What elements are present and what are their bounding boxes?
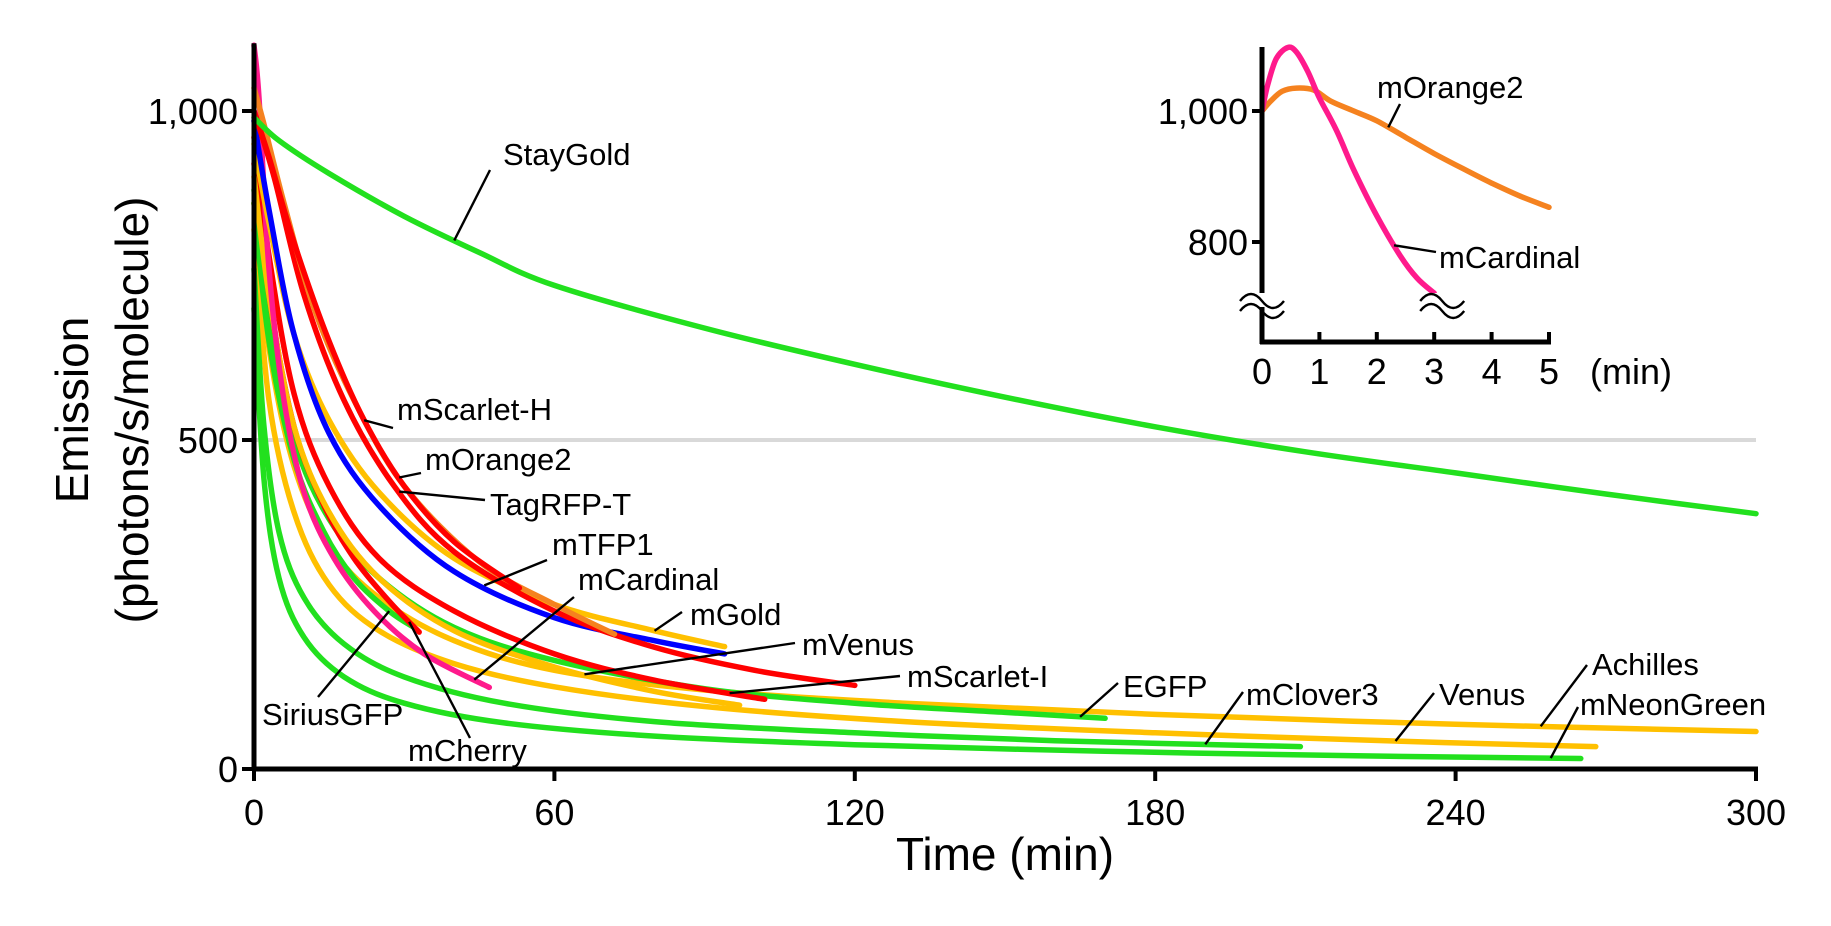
curve-staygold — [251, 114, 1759, 517]
inset-x-tick-label: 1 — [1309, 351, 1329, 392]
x-tick-label: 300 — [1726, 792, 1786, 833]
inset-x-unit-label: (min) — [1590, 351, 1672, 392]
x-tick-label: 120 — [825, 792, 885, 833]
inset-leader-mcardinal — [1393, 244, 1437, 254]
series-label-staygold: StayGold — [503, 137, 631, 172]
curve-mscarlet-h — [251, 108, 523, 591]
inset-chart: 0 1 2 3 4 5 800 1,000 mOrange2 mCardinal (min) — [1158, 44, 1672, 392]
y-tick-label: 1,000 — [148, 91, 238, 132]
leader-line-staygold — [453, 169, 492, 241]
series-label-siriusgfp: SiriusGFP — [262, 697, 403, 732]
inset-x-tick-label: 4 — [1482, 351, 1502, 392]
inset-curve-mcardinal — [1259, 44, 1437, 296]
y-axis-title-line2: (photons/s/molecule) — [106, 197, 158, 624]
series-label-mcherry: mCherry — [408, 733, 527, 768]
leader-line-mcardinal — [473, 596, 575, 681]
y-axis-title: Emission (photons/s/molecule) — [46, 197, 158, 624]
x-tick-label: 60 — [534, 792, 574, 833]
leader-line-mtfp1 — [483, 558, 548, 587]
x-axis-title: Time (min) — [896, 828, 1114, 880]
inset-x-tick-label: 2 — [1367, 351, 1387, 392]
leader-line-mclover3 — [1204, 691, 1244, 746]
leader-line-mgold — [653, 611, 683, 632]
y-tick-label: 500 — [178, 420, 238, 461]
series-label-mtfp1: mTFP1 — [552, 527, 654, 562]
leader-line-morange2 — [398, 471, 422, 479]
inset-y-tick-label: 800 — [1188, 222, 1248, 263]
series-label-mclover3: mClover3 — [1246, 677, 1379, 712]
inset-leader-morange2 — [1387, 103, 1402, 128]
x-tick-label: 240 — [1426, 792, 1486, 833]
series-label-mcardinal: mCardinal — [578, 562, 719, 597]
inset-y-tick-label: 1,000 — [1158, 91, 1248, 132]
curve-mscarlet-i — [251, 134, 768, 703]
leader-line-mscarlet-i — [729, 674, 901, 695]
inset-y-axis-break-icon — [1239, 292, 1285, 320]
series-label-achilles: Achilles — [1592, 647, 1699, 682]
inset-x-tick-label: 0 — [1252, 351, 1272, 392]
inset-curve-break-icon — [1419, 292, 1466, 320]
series-label-venus: Venus — [1439, 677, 1525, 712]
y-tick-label: 0 — [218, 749, 238, 790]
leader-line-tagrfp-t — [399, 490, 486, 502]
curve-mcardinal — [251, 42, 493, 691]
inset-curves — [1259, 44, 1552, 296]
series-label-mscarlet-h: mScarlet-H — [397, 392, 552, 427]
inset-curve-morange2 — [1259, 85, 1552, 211]
inset-label-mcardinal: mCardinal — [1439, 240, 1580, 275]
leader-line-mneongreen — [1549, 706, 1580, 759]
curve-tagrfp-t — [251, 108, 858, 689]
series-label-mneongreen: mNeonGreen — [1580, 687, 1766, 722]
inset-axes: 0 1 2 3 4 5 800 1,000 — [1158, 47, 1559, 392]
leader-line-achilles — [1539, 664, 1588, 728]
main-series-labels: StayGoldmScarlet-HmOrange2TagRFP-TmTFP1m… — [262, 137, 1766, 768]
series-label-mgold: mGold — [690, 597, 781, 632]
leader-line-venus — [1394, 692, 1435, 742]
series-label-egfp: EGFP — [1123, 669, 1207, 704]
leader-line-mscarlet-h — [363, 419, 394, 430]
curve-mneongreen — [251, 305, 1584, 762]
leader-line-siriusgfp — [317, 610, 391, 698]
x-tick-label: 0 — [244, 792, 264, 833]
series-label-mvenus: mVenus — [802, 627, 914, 662]
inset-label-morange2: mOrange2 — [1377, 70, 1523, 105]
inset-x-tick-label: 3 — [1424, 351, 1444, 392]
leader-line-mcherry — [408, 621, 472, 739]
series-label-mscarlet-i: mScarlet-I — [907, 659, 1048, 694]
main-curves — [251, 42, 1759, 762]
curve-mclover3 — [251, 266, 1304, 750]
inset-x-tick-label: 5 — [1539, 351, 1559, 392]
x-tick-label: 180 — [1125, 792, 1185, 833]
leader-line-mvenus — [584, 641, 796, 676]
y-axis-title-line1: Emission — [46, 317, 98, 504]
inset-series-labels: mOrange2 mCardinal — [1377, 70, 1580, 275]
series-label-tagrfp-t: TagRFP-T — [490, 487, 631, 522]
series-label-morange2: mOrange2 — [425, 442, 571, 477]
leader-line-egfp — [1079, 682, 1119, 718]
curve-venus — [251, 226, 1599, 750]
